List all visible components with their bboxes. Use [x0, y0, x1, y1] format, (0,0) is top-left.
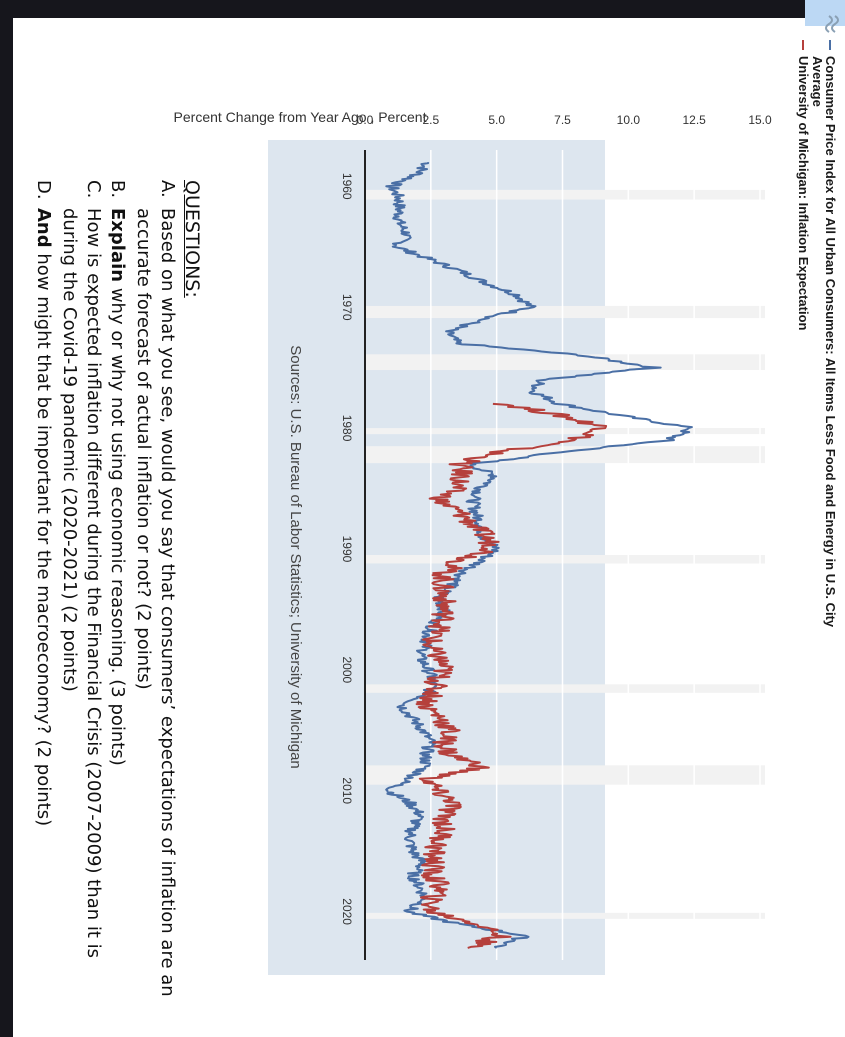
inflation-chart: Consumer Price Index for All Urban Consu…	[174, 15, 839, 975]
question-d: D. And how might that be important for th…	[31, 180, 55, 826]
question-d-bold: And	[33, 208, 54, 248]
y-tick-label-0: 0.0	[357, 113, 374, 127]
recession-band-3	[365, 428, 765, 435]
question-d-rest: how might that be important for the macr…	[33, 247, 54, 827]
series-line-0	[385, 162, 693, 949]
y-axis-label: Percent Change from Year Ago , Percent	[174, 109, 427, 125]
question-b: B. Explain why or why not using economic …	[105, 180, 129, 766]
series-line-1	[415, 402, 608, 949]
y-tick-label-4: 10.0	[617, 113, 641, 127]
x-tick-label-3: 1990	[340, 536, 354, 563]
x-tick-label-0: 1960	[340, 173, 354, 200]
recession-bands	[365, 189, 765, 919]
x-tick-label-5: 2010	[340, 777, 354, 804]
series-lines	[385, 162, 693, 949]
legend-logo-icon	[825, 15, 839, 33]
question-b-bold: Explain	[107, 208, 128, 283]
rotated-page-content: Consumer Price Index for All Urban Consu…	[13, 0, 845, 1037]
question-c-label: C.	[83, 180, 104, 199]
legend-label-cpi-line2: Average	[810, 56, 825, 107]
source-text: Sources: U.S. Bureau of Labor Statistics…	[287, 345, 304, 769]
grid-lines	[430, 150, 761, 960]
legend-label-umich: University of Michigan: Inflation Expect…	[796, 56, 811, 331]
question-b-rest: why or why not using economic reasoning.…	[107, 282, 128, 766]
question-a-line1: Based on what you see, would you say tha…	[157, 208, 178, 997]
recession-band-8	[365, 912, 765, 919]
x-tick-labels: 1960 1970 1980 1990 2000 2010 2020	[340, 173, 354, 925]
question-c-line2: during the Covid-19 pandemic (2020-2021)…	[59, 208, 80, 692]
questions-block: A. Based on what you see, would you say t…	[13, 0, 845, 1037]
legend-label-cpi-line1: Consumer Price Index for All Urban Consu…	[823, 56, 838, 628]
y-tick-label-2: 5.0	[488, 113, 505, 127]
x-tick-label-4: 2000	[340, 656, 354, 683]
recession-band-1	[365, 305, 765, 319]
y-tick-label-5: 12.5	[682, 113, 706, 127]
recession-band-2	[365, 354, 765, 371]
recession-band-0	[365, 189, 765, 200]
y-tick-label-3: 7.5	[554, 113, 571, 127]
y-tick-label-1: 2.5	[422, 113, 439, 127]
question-c: C. How is expected inflation different du…	[57, 180, 105, 958]
x-tick-label-2: 1980	[340, 415, 354, 442]
x-tick-label-6: 2020	[340, 898, 354, 925]
question-d-label: D.	[33, 180, 54, 200]
x-tick-label-1: 1970	[340, 294, 354, 321]
recession-band-6	[365, 684, 765, 693]
question-b-label: B.	[107, 180, 128, 199]
question-a-line2: accurate forecast of actual inflation or…	[133, 208, 154, 690]
y-tick-labels: 0.0 2.5 5.0 7.5 10.0 12.5 15.0	[357, 113, 772, 127]
y-tick-label-6: 15.0	[748, 113, 772, 127]
question-a: A. Based on what you see, would you say t…	[131, 180, 179, 997]
question-a-label: A.	[157, 180, 178, 198]
legend: Consumer Price Index for All Urban Consu…	[796, 15, 839, 628]
question-c-line1: How is expected inflation different duri…	[83, 208, 104, 959]
